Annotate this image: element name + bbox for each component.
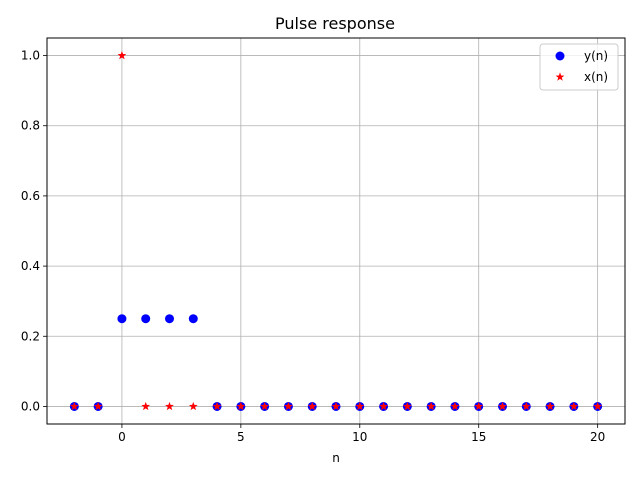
legend-marker-x bbox=[555, 72, 565, 81]
legend: y(n) x(n) bbox=[539, 43, 619, 91]
x-tick-label: 15 bbox=[471, 430, 486, 444]
series-x-point bbox=[426, 401, 436, 411]
series-x-point bbox=[307, 401, 317, 411]
legend-label-x: x(n) bbox=[584, 70, 608, 84]
data-marks bbox=[69, 50, 603, 411]
series-x-point bbox=[141, 401, 151, 411]
series-x-point bbox=[593, 401, 603, 411]
series-y-point bbox=[164, 314, 174, 324]
legend-marker-y bbox=[555, 51, 565, 61]
series-x-point bbox=[284, 401, 293, 411]
series-x-point bbox=[450, 401, 460, 411]
grid bbox=[47, 38, 625, 424]
y-tick-label: 0.6 bbox=[21, 189, 40, 203]
y-tick-label: 0.4 bbox=[21, 259, 40, 273]
x-tick-label: 5 bbox=[237, 430, 245, 444]
legend-label-y: y(n) bbox=[584, 49, 608, 63]
series-x-point bbox=[236, 401, 246, 411]
series-x-point bbox=[402, 401, 412, 411]
x-tick-label: 0 bbox=[118, 430, 126, 444]
series-x-point bbox=[69, 401, 79, 411]
y-tick-label: 0.8 bbox=[21, 119, 40, 133]
series-x-point bbox=[545, 401, 555, 411]
series-y-point bbox=[188, 314, 198, 324]
x-axis-label: n bbox=[332, 451, 340, 465]
ticks: 0 5 10 15 20 0.0 0.2 0.4 0.6 0.8 1.0 bbox=[21, 49, 605, 444]
series-x-point bbox=[355, 401, 365, 411]
series-x-point bbox=[188, 401, 198, 411]
series-x-point bbox=[474, 401, 484, 411]
y-tick-label: 0.0 bbox=[21, 399, 40, 413]
series-x-point bbox=[521, 401, 531, 411]
series-x-point bbox=[498, 401, 507, 411]
chart-title: Pulse response bbox=[275, 14, 395, 33]
series-x-point bbox=[212, 401, 222, 411]
plot-frame bbox=[46, 37, 626, 425]
x-tick-label: 10 bbox=[352, 430, 367, 444]
series-y-point bbox=[141, 314, 151, 324]
series-x-point bbox=[379, 401, 388, 411]
series-x-point bbox=[93, 401, 103, 411]
series-y-point bbox=[117, 314, 127, 324]
series-x-point bbox=[260, 401, 270, 411]
y-tick-label: 0.2 bbox=[21, 329, 40, 343]
series-x-point bbox=[569, 401, 579, 411]
series-x-point bbox=[117, 50, 127, 60]
series-x-point bbox=[331, 401, 341, 411]
series-x-point bbox=[165, 401, 174, 411]
x-tick-label: 20 bbox=[590, 430, 605, 444]
y-tick-label: 1.0 bbox=[21, 49, 40, 63]
